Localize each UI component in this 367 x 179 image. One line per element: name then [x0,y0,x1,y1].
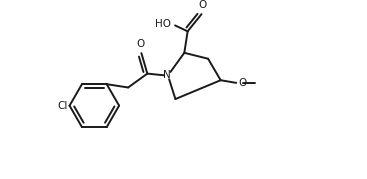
Text: HO: HO [155,19,171,29]
Text: Cl: Cl [57,101,68,111]
Text: O: O [136,38,145,49]
Text: O: O [198,0,206,10]
Text: N: N [163,70,171,80]
Text: O: O [239,78,247,88]
